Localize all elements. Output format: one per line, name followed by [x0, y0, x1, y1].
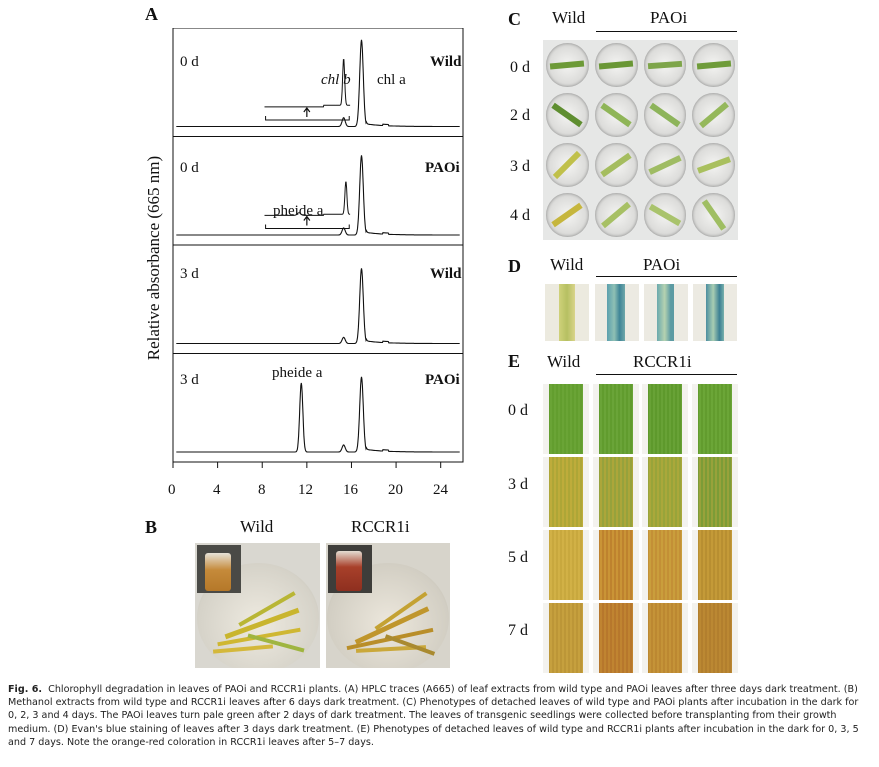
chl-b-label: chl b	[321, 72, 351, 88]
panel-c-row-0: 0 d	[510, 59, 530, 76]
panel-e-row-3: 7 d	[508, 622, 528, 639]
detached-leaf-photo	[642, 530, 688, 600]
panel-c-wild-label: Wild	[552, 8, 586, 27]
detached-leaf-photo	[543, 384, 589, 454]
trace-line-3	[176, 268, 460, 345]
hplc-chart	[172, 28, 464, 468]
panel-b-letter: B	[145, 517, 158, 537]
panel-d-paoi-label: PAOi	[643, 255, 681, 274]
panel-c-row-1: 2 d	[510, 107, 530, 124]
panel-c-photo	[543, 40, 738, 240]
trace3-day: 3 d	[180, 266, 199, 282]
x-tick-20: 20	[388, 482, 403, 498]
pheide-label-1: pheide a	[273, 203, 324, 219]
panel-c-row-2: 3 d	[510, 158, 530, 175]
figure-caption-text: Chlorophyll degradation in leaves of PAO…	[8, 684, 859, 748]
panel-e-wild-label: Wild	[547, 352, 581, 371]
detached-leaf-photo	[593, 530, 639, 600]
panel-d-wild-label: Wild	[550, 255, 584, 274]
detached-leaf-photo	[642, 384, 688, 454]
figure-number: Fig. 6.	[8, 684, 43, 695]
x-tick-4: 4	[213, 482, 221, 498]
detached-leaf-photo	[692, 603, 738, 673]
x-tick-8: 8	[258, 482, 266, 498]
chl-a-label: chl a	[377, 72, 406, 88]
detached-leaf-photo	[543, 603, 589, 673]
evans-blue-paoi-leaf-2	[644, 284, 688, 341]
panel-e-row-2: 5 d	[508, 549, 528, 566]
panel-b-wild-label: Wild	[240, 517, 274, 536]
zoom-inset-trace	[264, 181, 351, 216]
panel-e-row-0: 0 d	[508, 402, 528, 419]
detached-leaf-photo	[692, 384, 738, 454]
detached-leaf-photo	[543, 457, 589, 527]
trace-line-2	[176, 155, 460, 236]
petri-dish-rccr1i-photo	[326, 543, 450, 668]
x-tick-16: 16	[343, 482, 358, 498]
detached-leaf-photo	[692, 457, 738, 527]
evans-blue-wild-leaf	[545, 284, 589, 341]
panel-a-ylabel: Relative absorbance (665 nm)	[144, 155, 163, 361]
panel-c-letter: C	[508, 9, 521, 29]
x-tick-12: 12	[298, 482, 313, 498]
panel-c-paoi-bar	[596, 31, 737, 32]
panel-b-rccr1i-label: RCCR1i	[351, 517, 410, 536]
pheide-label-2: pheide a	[272, 365, 323, 381]
panel-e-row-1: 3 d	[508, 476, 528, 493]
zoom-arrow-icon	[303, 215, 311, 226]
trace2-day: 0 d	[180, 160, 199, 176]
zoom-inset-trace	[264, 59, 351, 108]
evans-blue-paoi-leaf-1	[595, 284, 639, 341]
detached-leaf-photo	[642, 603, 688, 673]
petri-dish-wild-photo	[195, 543, 320, 668]
zoom-bracket	[265, 116, 350, 121]
zoom-bracket	[265, 224, 350, 229]
detached-leaf-photo	[692, 530, 738, 600]
detached-leaf-photo	[543, 530, 589, 600]
trace4-genotype: PAOi	[425, 372, 460, 388]
panel-e-rccr1i-label: RCCR1i	[633, 352, 692, 371]
x-tick-24: 24	[433, 482, 448, 498]
figure-caption: Fig. 6. Chlorophyll degradation in leave…	[8, 683, 870, 749]
panel-e-letter: E	[508, 351, 521, 371]
detached-leaf-photo	[593, 457, 639, 527]
trace-line-1	[176, 39, 460, 128]
detached-leaf-photo	[642, 457, 688, 527]
detached-leaf-photo	[593, 603, 639, 673]
x-tick-0: 0	[168, 482, 176, 498]
trace-line-4	[176, 376, 460, 453]
panel-d-paoi-bar	[596, 276, 737, 277]
panel-d-letter: D	[508, 256, 521, 276]
evans-blue-paoi-leaf-3	[693, 284, 737, 341]
trace2-genotype: PAOi	[425, 160, 460, 176]
trace1-genotype: Wild	[430, 54, 462, 70]
trace1-day: 0 d	[180, 54, 199, 70]
trace3-genotype: Wild	[430, 266, 462, 282]
panel-e-rccr1i-bar	[596, 374, 737, 375]
panel-c-paoi-label: PAOi	[650, 8, 688, 27]
zoom-arrow-icon	[303, 107, 311, 117]
trace4-day: 3 d	[180, 372, 199, 388]
panel-c-row-3: 4 d	[510, 207, 530, 224]
detached-leaf-photo	[593, 384, 639, 454]
panel-a-letter: A	[145, 4, 158, 24]
